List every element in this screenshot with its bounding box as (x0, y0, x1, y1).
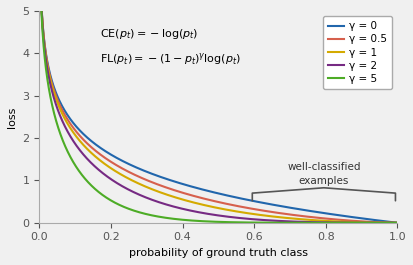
γ = 1 (319, 219, 324, 222)
Text: well-classified
examples: well-classified examples (287, 162, 361, 186)
γ = 5 (395, 221, 400, 224)
Line: γ = 2: γ = 2 (39, 0, 397, 223)
Line: γ = 1: γ = 1 (39, 0, 397, 223)
γ = 5 (384, 221, 389, 224)
γ = 0 (55, 95, 60, 98)
γ = 0 (319, 211, 324, 214)
γ = 0 (385, 220, 389, 223)
γ = 1 (202, 204, 206, 207)
Text: $\mathrm{CE}(p_t) = -\log(p_t)$: $\mathrm{CE}(p_t) = -\log(p_t)$ (100, 27, 199, 41)
γ = 0.5 (385, 221, 389, 224)
γ = 2 (384, 221, 389, 224)
γ = 1 (55, 101, 60, 105)
γ = 1 (384, 221, 389, 224)
γ = 0 (211, 191, 216, 194)
γ = 2 (319, 221, 324, 224)
X-axis label: probability of ground truth class: probability of ground truth class (129, 248, 308, 258)
Legend: γ = 0, γ = 0.5, γ = 1, γ = 2, γ = 5: γ = 0, γ = 0.5, γ = 1, γ = 2, γ = 5 (323, 16, 392, 89)
γ = 0.5 (55, 98, 60, 101)
Line: γ = 0: γ = 0 (39, 0, 397, 223)
γ = 5 (211, 220, 216, 223)
γ = 5 (385, 221, 389, 224)
γ = 1 (395, 221, 400, 224)
γ = 2 (211, 213, 216, 216)
γ = 0.5 (384, 221, 389, 224)
γ = 1 (385, 221, 389, 224)
γ = 0 (202, 188, 206, 191)
γ = 1 (211, 205, 216, 209)
γ = 2 (55, 108, 60, 111)
γ = 0 (384, 220, 389, 223)
γ = 0.5 (319, 217, 324, 220)
γ = 0.5 (211, 199, 216, 202)
γ = 5 (202, 220, 206, 223)
γ = 5 (55, 124, 60, 127)
γ = 2 (202, 211, 206, 215)
γ = 0 (395, 221, 400, 224)
Line: γ = 0.5: γ = 0.5 (39, 0, 397, 223)
γ = 0.5 (202, 197, 206, 200)
Text: $\mathrm{FL}(p_t) = -(1-p_t)^\gamma \log(p_t)$: $\mathrm{FL}(p_t) = -(1-p_t)^\gamma \log… (100, 51, 241, 67)
γ = 2 (395, 221, 400, 224)
γ = 0.5 (395, 221, 400, 224)
Y-axis label: loss: loss (7, 106, 17, 127)
γ = 2 (385, 221, 389, 224)
γ = 5 (319, 221, 324, 224)
Line: γ = 5: γ = 5 (39, 0, 397, 223)
